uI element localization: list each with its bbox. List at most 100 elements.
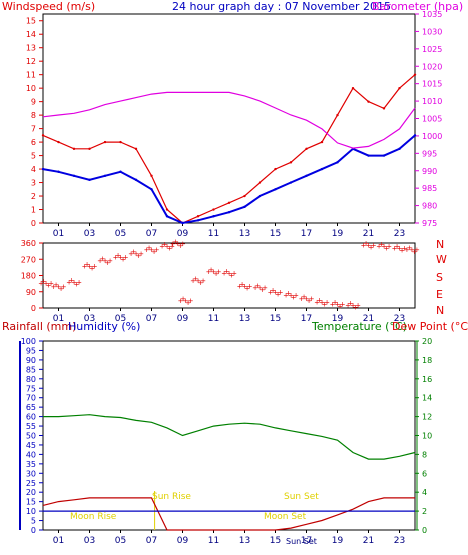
wind-xtick-label-21: 21: [363, 229, 374, 239]
direction-point: +: [229, 272, 235, 280]
avg-point: [57, 170, 60, 173]
temp-xtick-label-09: 09: [177, 536, 189, 546]
wind-xtick-label-23: 23: [394, 229, 405, 239]
direction-point: +: [71, 279, 77, 287]
wind-ytick-label-14: 14: [26, 30, 36, 39]
wind-ytick-label-0: 0: [31, 219, 36, 228]
direction-point: +: [216, 268, 222, 276]
direction-point: +: [361, 242, 367, 250]
baro-ytick-label-1000: 1000: [422, 132, 442, 141]
direction-point: +: [244, 284, 250, 292]
direction-point: +: [301, 293, 307, 301]
avg-point: [243, 205, 246, 209]
direction-point: +: [61, 283, 67, 291]
wind-ytick-label-10: 10: [26, 84, 36, 93]
gust-point: [320, 140, 324, 144]
avg-point: [150, 188, 153, 191]
direction-point: +: [38, 280, 44, 288]
direction-point: +: [74, 281, 80, 289]
wind-ytick-label-5: 5: [31, 152, 36, 161]
temperature-series-line: [43, 414, 416, 460]
direction-point: +: [394, 242, 400, 250]
direction-point: +: [195, 277, 201, 285]
baro-ytick-label-980: 980: [422, 202, 437, 211]
direction-point: +: [53, 281, 59, 289]
gust-point: [382, 107, 386, 110]
direction-point: +: [332, 298, 338, 306]
temp-xtick-label-11: 11: [208, 536, 219, 546]
temp-panel-frame: [42, 340, 416, 531]
direction-point: +: [368, 244, 374, 252]
hum-ytick-label-75: 75: [26, 384, 36, 393]
direction-point: +: [113, 253, 119, 261]
moon-rise-label: Moon Rise: [70, 512, 117, 522]
direction-point: +: [105, 259, 111, 267]
direction-point: +: [330, 300, 336, 308]
avg-point: [320, 167, 324, 171]
gust-point: [72, 147, 76, 151]
gust-point: [150, 174, 153, 178]
dir-xtick-label-11: 11: [208, 314, 219, 324]
wind-ytick-label-2: 2: [31, 192, 36, 201]
hum-ytick-label-100: 100: [21, 337, 36, 346]
dir-xtick-label-15: 15: [270, 314, 281, 324]
temp-ytick-label-16: 16: [422, 375, 432, 384]
hum-ytick-label-10: 10: [26, 507, 36, 516]
direction-point: +: [175, 240, 181, 248]
avg-point: [134, 178, 138, 182]
direction-point: +: [384, 245, 390, 253]
direction-point: +: [149, 246, 155, 254]
direction-point: +: [397, 244, 403, 252]
direction-point: +: [411, 248, 417, 256]
direction-point: +: [118, 253, 124, 261]
wind-xtick-label-13: 13: [239, 229, 250, 239]
direction-point: +: [231, 270, 237, 278]
wind-xtick-label-07: 07: [146, 229, 157, 239]
gust-point: [41, 134, 45, 137]
direction-point: +: [399, 246, 405, 254]
direction-point: +: [252, 284, 258, 292]
direction-point: +: [69, 277, 75, 285]
direction-point: +: [237, 282, 243, 290]
temp-ytick-label-8: 8: [422, 450, 427, 459]
dir-xtick-label-09: 09: [177, 314, 189, 324]
direction-point: +: [162, 241, 168, 249]
direction-point: +: [286, 289, 292, 297]
direction-point: +: [128, 250, 134, 258]
dir-xtick-label-17: 17: [301, 314, 312, 324]
gust-point: [398, 86, 401, 90]
direction-point: +: [348, 299, 354, 307]
avg-point: [181, 221, 184, 225]
direction-point: +: [92, 262, 98, 270]
wind-ytick-label-1: 1: [31, 206, 36, 215]
gust-series-line: [42, 74, 416, 224]
dir-ytick-label-90: 90: [26, 288, 36, 297]
avg-series-line: [42, 134, 416, 225]
direction-point: +: [178, 297, 184, 305]
baro-ytick-label-1025: 1025: [422, 45, 442, 54]
wind-xtick-label-05: 05: [115, 229, 126, 239]
direction-point: +: [120, 255, 126, 263]
direction-point: +: [304, 295, 310, 303]
temp-ytick-label-2: 2: [422, 507, 427, 516]
direction-point: +: [170, 240, 176, 248]
direction-point: +: [355, 301, 361, 309]
direction-point: +: [242, 282, 248, 290]
temp-ytick-label-14: 14: [422, 394, 432, 403]
dir-ytick-label-180: 180: [21, 272, 36, 281]
baro-ytick-label-1010: 1010: [422, 97, 442, 106]
wind-xtick-label-17: 17: [301, 229, 312, 239]
direction-point: +: [404, 246, 410, 254]
direction-point: +: [366, 242, 372, 250]
baro-series-line: [42, 91, 416, 149]
avg-point: [413, 134, 417, 137]
direction-point: +: [414, 246, 420, 254]
direction-point: +: [275, 291, 281, 299]
avg-point: [88, 178, 91, 182]
direction-point: +: [66, 279, 72, 287]
avg-point: [398, 147, 401, 151]
dir-xtick-label-05: 05: [115, 314, 126, 324]
direction-point: +: [188, 297, 194, 305]
temp-ytick-label-0: 0: [422, 526, 427, 535]
